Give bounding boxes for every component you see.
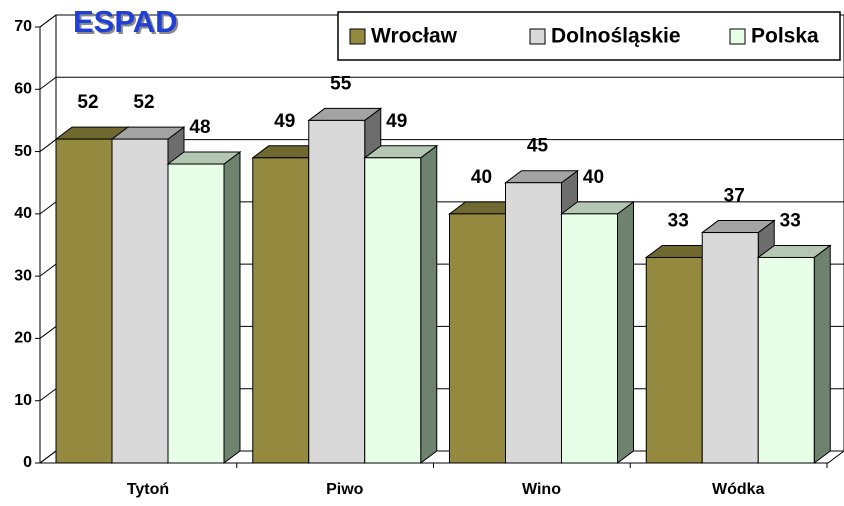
data-label: 40 [583, 167, 604, 188]
data-label: 33 [668, 210, 689, 231]
bar-front [252, 157, 310, 464]
legend-label: Wrocław [371, 25, 458, 48]
bar-front [449, 213, 506, 464]
x-tick-label: Tytoń [127, 481, 169, 498]
grid-line-depth [39, 139, 57, 152]
bar-front [167, 163, 225, 464]
bar-front [308, 119, 366, 464]
chart-title: ESPAD [73, 4, 178, 39]
data-label: 49 [386, 111, 407, 132]
grid-line-depth [39, 76, 57, 90]
chart-title-shadow: ESPAD [75, 6, 180, 41]
y-tick-label: 40 [14, 205, 32, 222]
legend-swatch [529, 28, 546, 45]
bar-side [813, 244, 831, 464]
bar [363, 144, 439, 464]
legend-label: Dolnośląskie [551, 25, 681, 48]
bar-front [757, 256, 815, 464]
bar-front [561, 213, 618, 464]
grid-line-depth [39, 450, 57, 464]
bar-front [55, 138, 113, 464]
bar [560, 200, 635, 464]
bar-front [505, 182, 562, 464]
legend-label: Polska [751, 25, 819, 48]
legend-swatch [349, 28, 366, 45]
data-label: 40 [471, 167, 492, 188]
grid-line-depth [39, 326, 57, 339]
x-tick-label: Piwo [326, 481, 364, 498]
bar-front [701, 232, 759, 464]
data-label: 55 [330, 73, 352, 94]
bar-front [111, 138, 169, 464]
bar [166, 151, 242, 464]
bar-side [617, 200, 634, 464]
y-tick-label: 60 [14, 81, 32, 98]
legend-box [337, 11, 841, 61]
bar-front [364, 157, 422, 464]
bar-side [420, 144, 438, 464]
grid-line-depth [39, 14, 57, 28]
grid-line-depth [39, 263, 57, 277]
grid-line-depth [39, 201, 57, 215]
data-label: 49 [274, 111, 295, 132]
data-label: 52 [133, 92, 154, 113]
bar-side [223, 151, 241, 464]
data-label: 48 [189, 117, 210, 138]
x-tick-label: Wódka [712, 481, 765, 498]
y-tick-label: 30 [14, 267, 32, 284]
y-tick-label: 0 [23, 454, 32, 471]
y-tick-label: 70 [14, 18, 32, 35]
bar-front [645, 256, 703, 464]
legend: Wrocław Dolnośląskie Polska [337, 11, 841, 61]
y-tick-label: 10 [14, 392, 32, 409]
bar [756, 244, 832, 464]
data-label: 33 [780, 210, 801, 231]
x-tick-label: Wino [522, 481, 561, 498]
grid-line-depth [39, 388, 57, 402]
y-tick-label: 20 [14, 330, 32, 347]
data-label: 37 [724, 186, 745, 207]
y-tick-label: 50 [14, 143, 32, 160]
data-label: 52 [77, 92, 98, 113]
legend-swatch [729, 28, 746, 45]
data-label: 45 [527, 136, 549, 157]
